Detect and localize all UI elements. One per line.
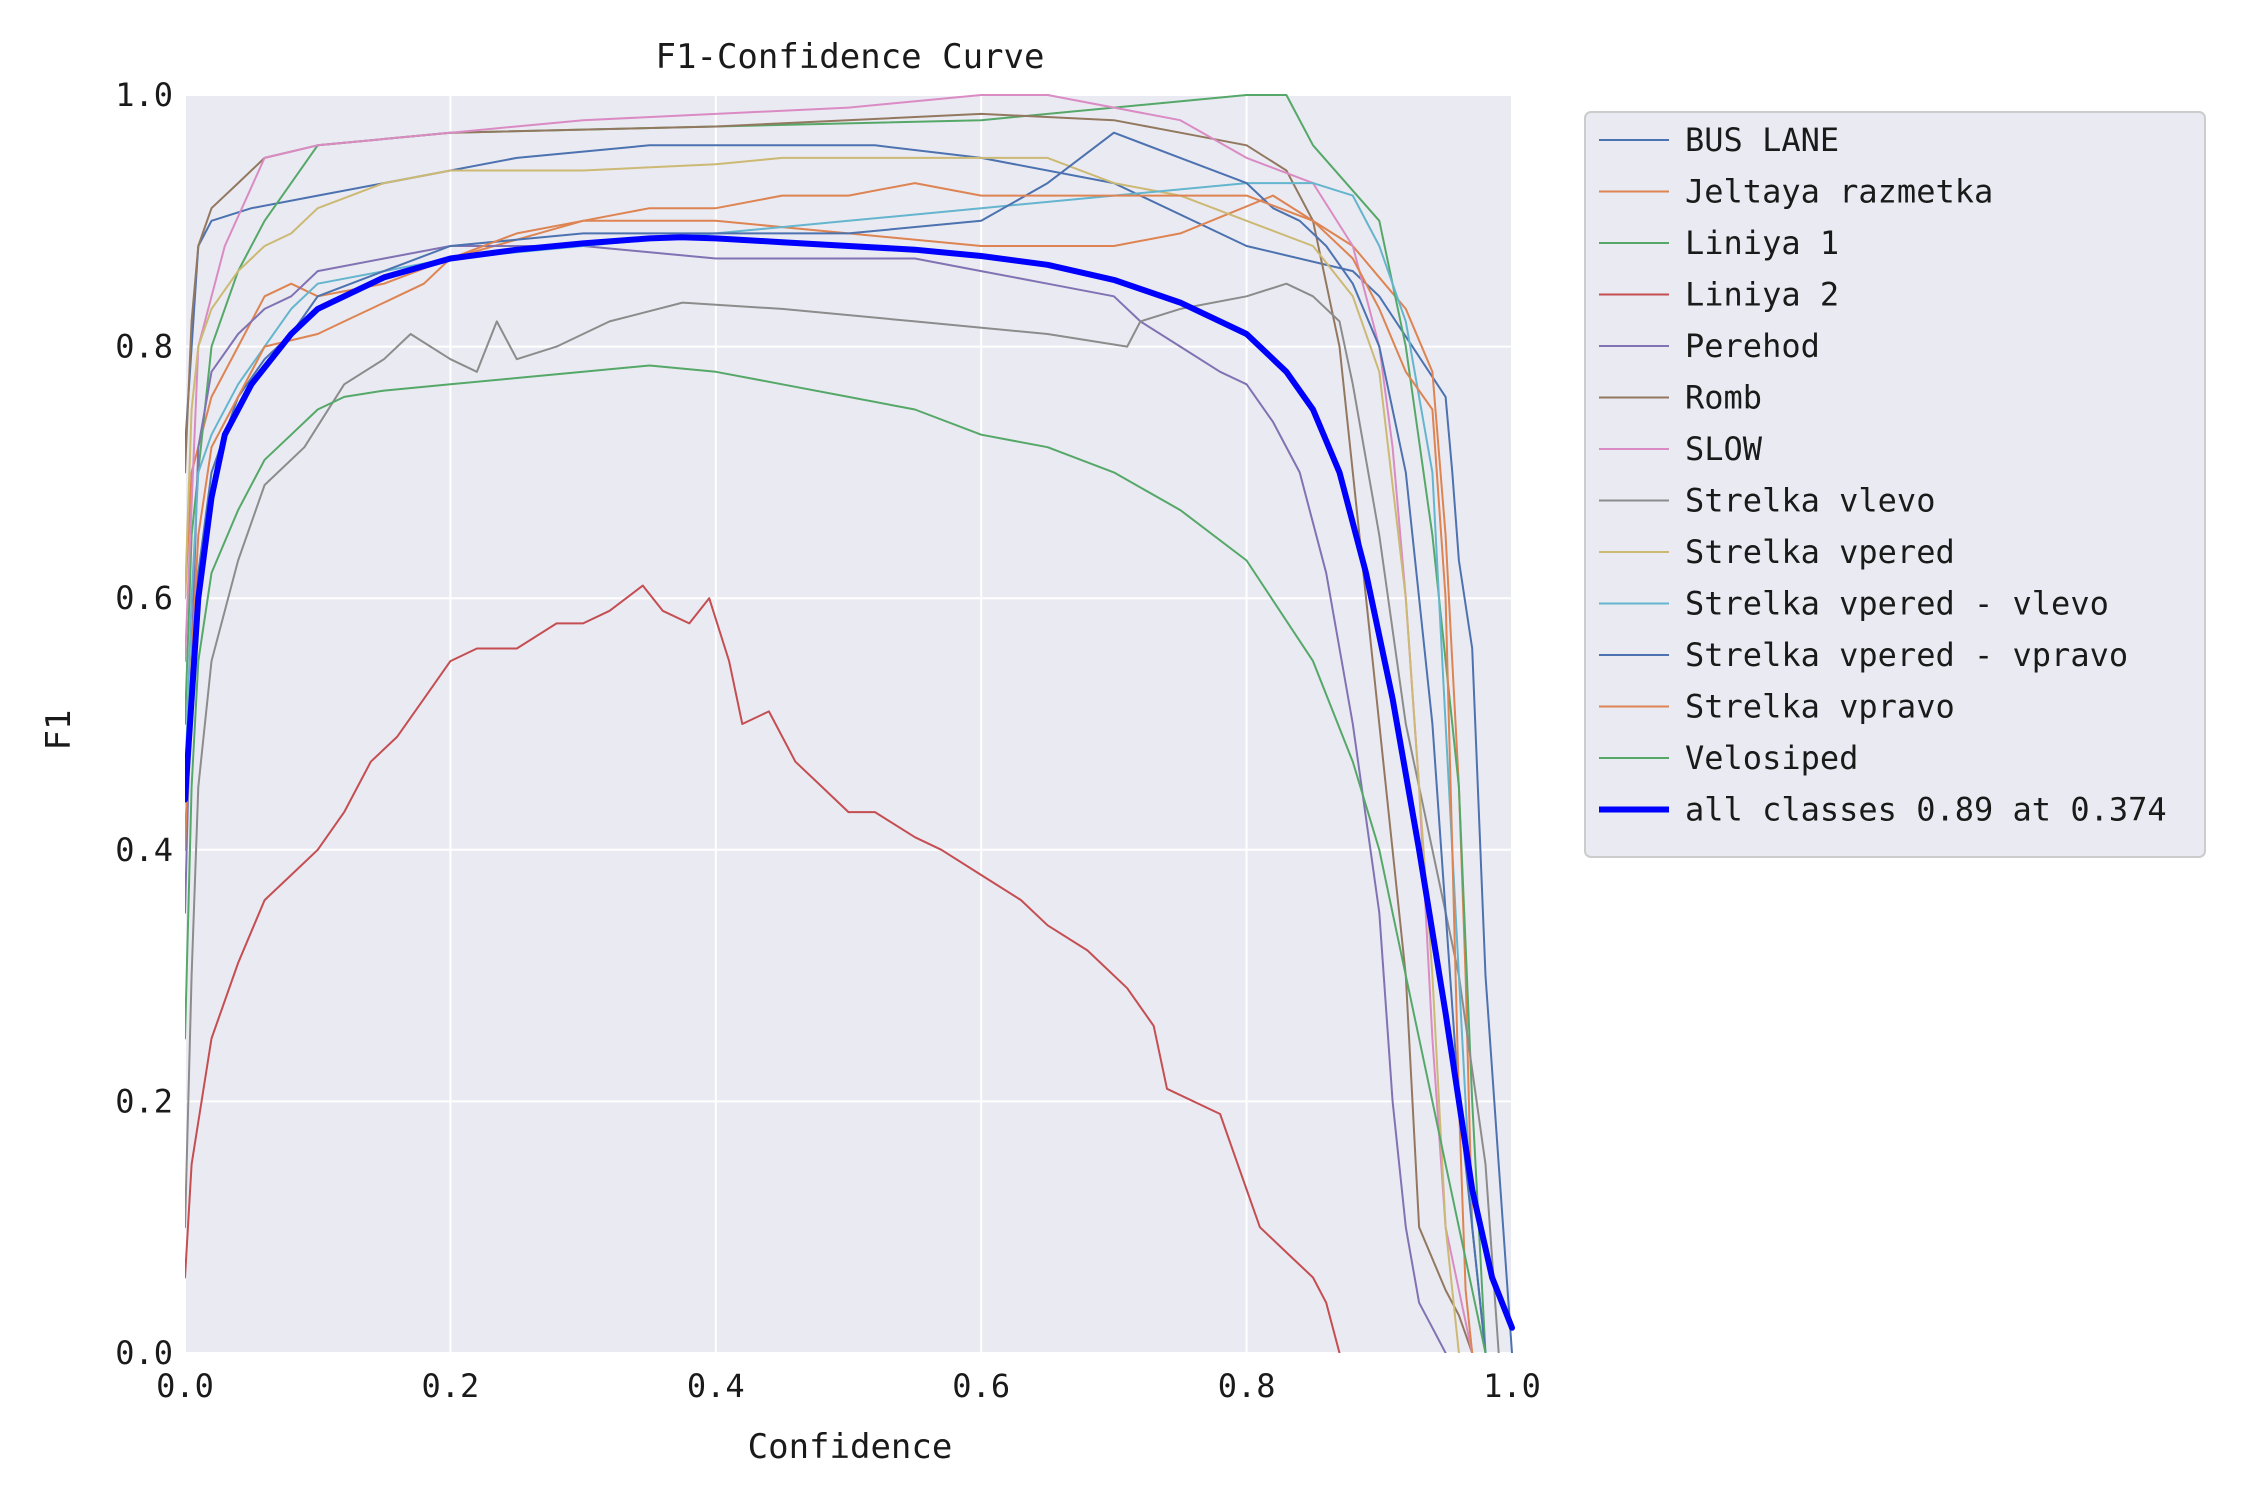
series-line-1: [185, 194, 1487, 1353]
legend-label: Perehod: [1685, 327, 1820, 365]
series-line-3: [185, 584, 1341, 1353]
legend-label: Strelka vlevo: [1685, 482, 1935, 520]
x-axis-title: Confidence: [748, 1427, 953, 1467]
x-tick-label: 0.8: [1218, 1367, 1276, 1405]
series-line-5: [185, 112, 1474, 1353]
x-tick-label: 1.0: [1483, 1367, 1541, 1405]
legend-label: Liniya 1: [1685, 224, 1839, 262]
series-line-10: [185, 131, 1487, 1353]
series-line-0: [185, 144, 1513, 1353]
legend-label: Strelka vpravo: [1685, 688, 1955, 726]
chart-title: F1-Confidence Curve: [656, 37, 1045, 77]
series-line-8: [185, 156, 1460, 1353]
x-tick-label: 0.0: [156, 1367, 214, 1405]
series-line-7: [185, 282, 1500, 1353]
y-axis-title: F1: [39, 710, 79, 751]
legend-label: Velosiped: [1685, 739, 1858, 777]
legend-box: [1584, 111, 2206, 858]
y-tick-label: 0.6: [115, 579, 173, 617]
series-line-9: [185, 182, 1487, 1353]
legend-label: SLOW: [1685, 430, 1763, 468]
y-tick-label: 0.0: [115, 1334, 173, 1372]
legend-label: Strelka vpered - vlevo: [1685, 585, 2109, 623]
legend-label: Strelka vpered - vpravo: [1685, 636, 2128, 674]
x-tick-label: 0.4: [687, 1367, 745, 1405]
plot-area: 0.0 0.2 0.4 0.6 0.8 1.0 0.0 0.2 0.4 0.6 0.8 1.0: [115, 76, 1541, 1405]
x-tick-label: 0.6: [952, 1367, 1010, 1405]
legend-label: Liniya 2: [1685, 276, 1839, 314]
series-line-4: [185, 245, 1447, 1353]
y-tick-label: 1.0: [115, 76, 173, 114]
legend: BUS LANE Jeltaya razmetka Liniya 1 Liniya 2…: [1584, 111, 2206, 858]
y-tick-label: 0.4: [115, 831, 173, 869]
legend-label: BUS LANE: [1685, 121, 1839, 159]
legend-label: Strelka vpered: [1685, 533, 1955, 571]
series-line-12: [185, 364, 1487, 1353]
series-line-13: [185, 234, 1515, 1331]
series-line-11: [185, 182, 1474, 1353]
legend-label: Romb: [1685, 379, 1762, 417]
y-tick-label: 0.8: [115, 328, 173, 366]
x-tick-label: 0.2: [422, 1367, 480, 1405]
legend-label: Jeltaya razmetka: [1685, 173, 1993, 211]
y-tick-label: 0.2: [115, 1082, 173, 1120]
legend-label: all classes 0.89 at 0.374: [1685, 791, 2167, 829]
